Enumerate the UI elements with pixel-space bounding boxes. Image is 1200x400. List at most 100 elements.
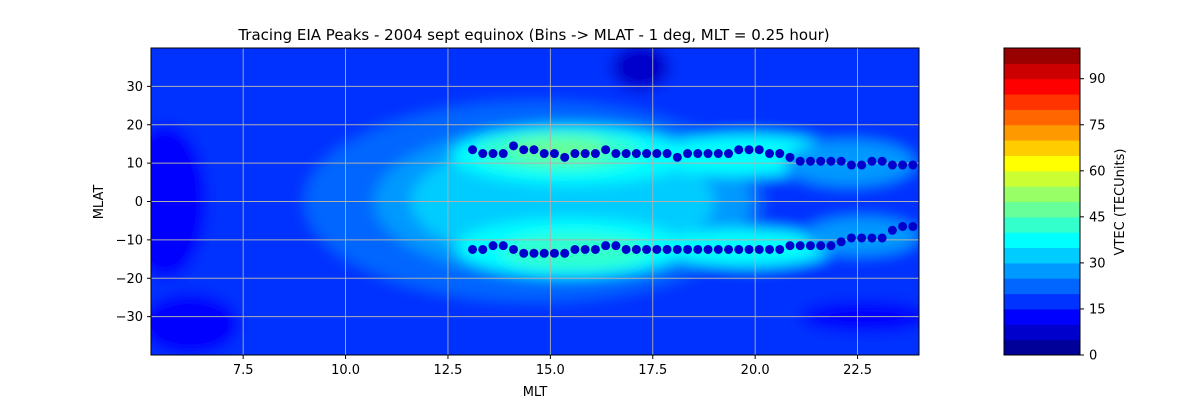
- x-tick-label: 17.5: [638, 363, 667, 378]
- x-tick-label: 10.0: [331, 363, 360, 378]
- north-peak-series: [468, 141, 918, 170]
- north-peak-point: [560, 152, 570, 162]
- x-tick-label: 15.0: [536, 363, 565, 378]
- north-peak-point: [519, 145, 529, 155]
- north-peak-point: [539, 149, 549, 159]
- colorbar-band: [1004, 48, 1080, 64]
- south-peak-point: [642, 244, 652, 254]
- colorbar-band: [1004, 232, 1080, 249]
- north-peak-point: [672, 152, 682, 162]
- north-peak-point: [642, 149, 652, 159]
- colorbar-tick-label: 60: [1089, 164, 1106, 179]
- south-peak-series: [468, 221, 918, 258]
- south-peak-point: [764, 244, 774, 254]
- colorbar-tick-label: 30: [1089, 256, 1106, 271]
- south-peak-point: [590, 244, 600, 254]
- south-peak-point: [662, 244, 672, 254]
- north-peak-point: [846, 160, 856, 170]
- south-peak-point: [672, 244, 682, 254]
- south-peak-point: [539, 248, 549, 258]
- south-peak-point: [508, 244, 518, 254]
- colorbar-band: [1004, 170, 1080, 187]
- south-peak-point: [488, 241, 498, 251]
- x-tick-label: 12.5: [433, 363, 462, 378]
- x-tick-label: 7.5: [233, 363, 254, 378]
- south-peak-point: [826, 241, 836, 251]
- colorbar-band: [1004, 140, 1080, 156]
- y-axis-ticks: 30 20 10 0 −10 −20 −30: [116, 80, 151, 325]
- south-peak-point: [529, 248, 539, 258]
- north-peak-point: [580, 149, 590, 159]
- south-peak-point: [601, 241, 611, 251]
- colorbar-tick-label: 75: [1089, 118, 1106, 133]
- colorbar-band: [1004, 124, 1080, 141]
- south-peak-point: [560, 248, 570, 258]
- colorbar-tick-label: 15: [1089, 302, 1106, 317]
- north-peak-point: [662, 149, 672, 159]
- x-axis-label: MLT: [523, 385, 548, 400]
- south-peak-point: [908, 221, 918, 231]
- north-peak-point: [529, 145, 539, 155]
- y-tick-label: −10: [116, 233, 143, 248]
- north-peak-point: [795, 156, 805, 166]
- south-peak-point: [683, 244, 693, 254]
- south-peak-point: [898, 221, 908, 231]
- north-peak-point: [631, 149, 641, 159]
- colorbar-band: [1004, 186, 1080, 202]
- colorbar-band: [1004, 63, 1080, 80]
- north-peak-point: [703, 149, 713, 159]
- south-peak-point: [724, 244, 734, 254]
- north-peak-point: [775, 149, 785, 159]
- north-peak-point: [734, 145, 744, 155]
- south-peak-point: [621, 244, 631, 254]
- north-peak-point: [468, 145, 478, 155]
- north-peak-point: [857, 160, 867, 170]
- north-peak-point: [498, 149, 508, 159]
- south-peak-point: [734, 244, 744, 254]
- colorbar-frame: [1003, 47, 1081, 356]
- north-peak-point: [724, 149, 734, 159]
- north-peak-point: [805, 156, 815, 166]
- contour-level-13: [151, 293, 240, 355]
- south-peak-point: [805, 241, 815, 251]
- south-peak-point: [836, 237, 846, 247]
- colorbar-band: [1004, 324, 1080, 341]
- colorbar-tick-label: 0: [1089, 349, 1097, 364]
- colorbar-band: [1004, 308, 1080, 325]
- x-axis-ticks: 7.5 10.0 12.5 15.0 17.5 20.0 22.5: [233, 355, 872, 378]
- north-peak-point: [713, 149, 723, 159]
- north-peak-point: [908, 160, 918, 170]
- colorbar-band: [1004, 262, 1080, 279]
- south-peak-point: [478, 244, 488, 254]
- north-peak-point: [652, 149, 662, 159]
- north-peak-point: [877, 156, 887, 166]
- north-peak-point: [683, 149, 693, 159]
- north-peak-point: [508, 141, 518, 151]
- south-peak-point: [611, 241, 621, 251]
- south-peak-point: [754, 244, 764, 254]
- colorbar: 0 15 30 45 60 75 90 VTEC (TECUnits): [1003, 47, 1128, 364]
- north-peak-point: [611, 149, 621, 159]
- north-peak-point: [570, 149, 580, 159]
- north-peak-point: [478, 149, 488, 159]
- south-peak-point: [857, 233, 867, 243]
- north-peak-point: [744, 145, 754, 155]
- south-peak-point: [713, 244, 723, 254]
- x-tick-label: 20.0: [741, 363, 770, 378]
- colorbar-band: [1004, 278, 1080, 295]
- south-peak-point: [785, 241, 795, 251]
- south-peak-point: [693, 244, 703, 254]
- y-tick-label: 20: [126, 118, 143, 133]
- south-peak-point: [580, 244, 590, 254]
- colorbar-bands: [1004, 48, 1080, 356]
- x-tick-label: 22.5: [843, 363, 872, 378]
- south-peak-point: [519, 248, 529, 258]
- south-peak-point: [570, 244, 580, 254]
- north-peak-point: [488, 149, 498, 159]
- south-peak-point: [877, 233, 887, 243]
- colorbar-band: [1004, 339, 1080, 356]
- south-peak-point: [887, 225, 897, 235]
- colorbar-band: [1004, 109, 1080, 126]
- south-peak-point: [549, 248, 559, 258]
